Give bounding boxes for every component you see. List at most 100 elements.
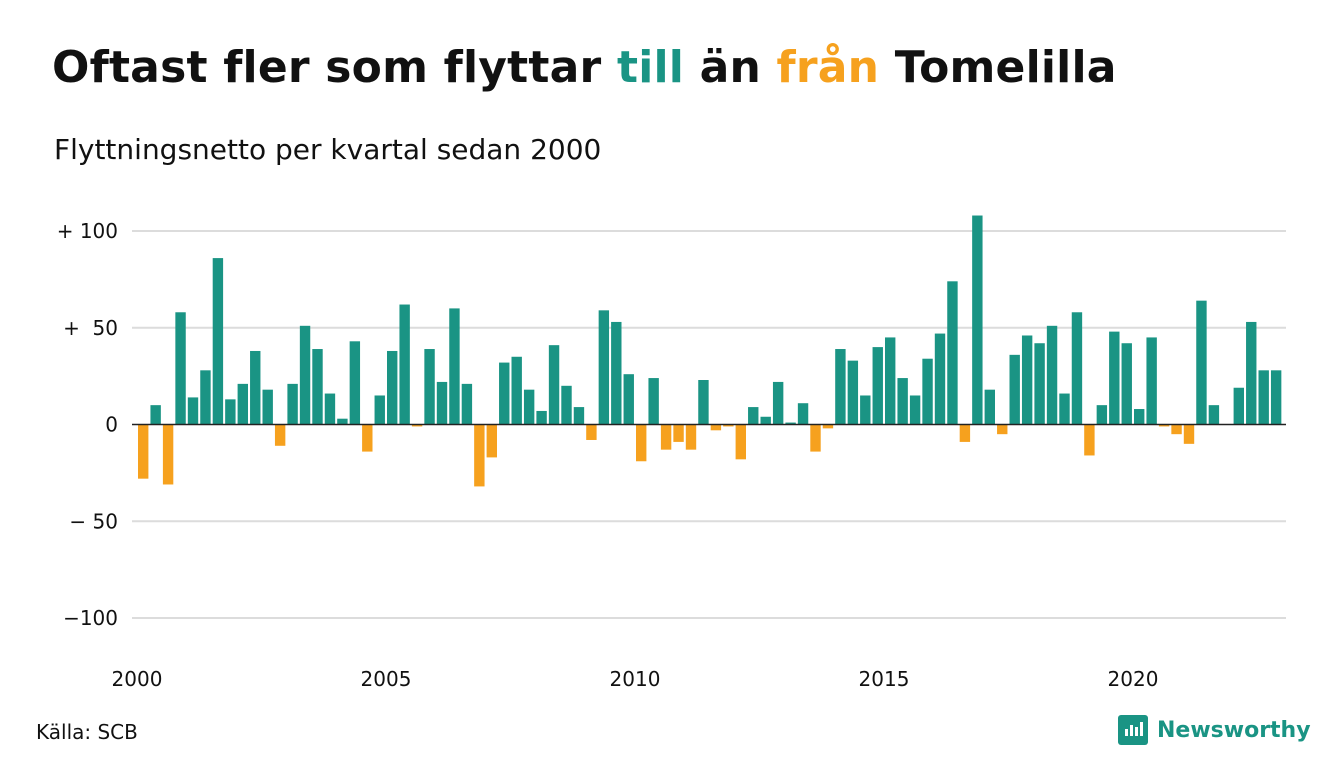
bar-positive xyxy=(847,360,859,425)
bar-positive xyxy=(250,350,261,425)
bar-negative xyxy=(959,424,971,442)
bar-positive xyxy=(947,281,958,425)
y-tick-label: + 50 xyxy=(63,316,118,340)
bar-positive xyxy=(872,347,883,425)
bar-positive xyxy=(312,349,323,425)
bar-positive xyxy=(1059,393,1070,425)
bar-positive xyxy=(909,395,921,425)
brand-name: Newsworthy xyxy=(1157,717,1311,743)
bar-positive xyxy=(225,399,236,425)
newsworthy-brand: Newsworthy xyxy=(1118,715,1311,745)
title-highlight-from: från xyxy=(776,42,880,93)
bar-positive xyxy=(1071,312,1083,425)
bar-positive xyxy=(349,341,361,425)
y-tick-label: − 50 xyxy=(69,509,118,533)
bar-positive xyxy=(561,385,572,425)
y-axis-tick-labels: + 100 + 50 0 − 50 −100 xyxy=(57,219,118,630)
bar-negative xyxy=(735,424,746,460)
bar-positive xyxy=(187,397,199,425)
bar-positive xyxy=(611,321,622,425)
bar-negative xyxy=(810,424,821,452)
bar-positive xyxy=(835,349,846,425)
bar-positive xyxy=(150,405,161,425)
x-axis-tick-labels: 2000 2005 2010 2015 2020 xyxy=(112,667,1159,691)
bar-positive xyxy=(262,389,273,425)
bar-positive xyxy=(598,310,610,425)
bar-negative xyxy=(660,424,672,450)
title-part-1: Oftast fler som flyttar xyxy=(52,42,617,93)
newsworthy-logo-icon xyxy=(1118,715,1148,745)
y-tick-label: 0 xyxy=(105,413,118,437)
bar-positive xyxy=(287,383,298,425)
bar-positive xyxy=(623,374,634,425)
bar-positive xyxy=(212,258,224,425)
bar-negative xyxy=(274,424,286,446)
bar-positive xyxy=(984,389,995,425)
bar-positive xyxy=(772,381,784,425)
bar-positive xyxy=(200,370,211,425)
x-tick-label: 2005 xyxy=(361,667,412,691)
bar-positive xyxy=(387,350,398,425)
bar-positive xyxy=(934,333,946,425)
source-note: Källa: SCB xyxy=(36,720,138,744)
bar-negative xyxy=(411,424,423,427)
title-highlight-to: till xyxy=(616,42,685,93)
title-part-2: än xyxy=(684,42,777,93)
bar-positive xyxy=(1096,405,1108,425)
bar-positive xyxy=(461,383,473,425)
bar-positive xyxy=(760,416,771,425)
bar-positive xyxy=(897,378,908,425)
bar-negative xyxy=(1183,424,1195,444)
grid-lines xyxy=(132,230,1286,619)
bar-positive xyxy=(175,312,186,425)
bar-positive xyxy=(1021,335,1033,425)
bar-positive xyxy=(748,407,759,425)
bar-positive xyxy=(885,337,896,425)
bar-negative xyxy=(710,424,722,431)
bar-positive xyxy=(337,418,348,425)
bar-positive xyxy=(374,395,385,425)
bar-positive xyxy=(1258,370,1269,425)
bar-positive xyxy=(1046,325,1058,425)
y-tick-label: −100 xyxy=(63,606,118,630)
bar-negative xyxy=(474,424,485,487)
bar-positive xyxy=(1233,387,1244,425)
bar-positive xyxy=(324,393,336,425)
bar-negative xyxy=(162,424,174,485)
bar-positive xyxy=(972,215,983,425)
bar-positive xyxy=(536,410,547,425)
bar-positive xyxy=(1034,343,1045,425)
bar-negative xyxy=(685,424,697,450)
bar-negative xyxy=(997,424,1008,435)
bar-positive xyxy=(1208,405,1220,425)
bar-negative xyxy=(822,424,834,429)
bar-positive xyxy=(299,325,311,425)
bar-negative xyxy=(636,424,647,462)
bar-negative xyxy=(362,424,373,452)
bar-positive xyxy=(1121,343,1132,425)
bar-positive xyxy=(573,407,585,425)
bar-negative xyxy=(723,424,734,427)
bar-negative xyxy=(1171,424,1182,435)
bar-positive xyxy=(797,403,809,425)
x-tick-label: 2010 xyxy=(610,667,661,691)
bar-positive xyxy=(436,381,448,425)
bars xyxy=(132,215,1286,487)
chart-subtitle: Flyttningsnetto per kvartal sedan 2000 xyxy=(54,133,602,166)
bar-negative xyxy=(1084,424,1095,456)
bar-positive xyxy=(511,356,522,425)
bar-negative xyxy=(1158,424,1170,427)
bar-positive xyxy=(499,362,510,425)
bar-positive xyxy=(1009,354,1020,425)
bar-positive xyxy=(1196,300,1207,425)
x-tick-label: 2020 xyxy=(1108,667,1159,691)
bar-positive xyxy=(698,380,709,425)
bar-positive xyxy=(1134,409,1145,425)
chart-title: Oftast fler som flyttar till än från Tom… xyxy=(52,42,1117,93)
bar-positive xyxy=(399,304,410,425)
bar-positive xyxy=(785,422,796,425)
bar-negative xyxy=(138,424,149,479)
bar-positive xyxy=(424,349,435,425)
x-tick-label: 2000 xyxy=(112,667,163,691)
